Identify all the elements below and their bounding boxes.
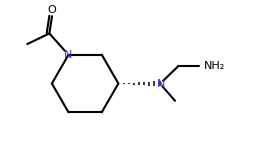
- Text: O: O: [48, 5, 56, 15]
- Text: N: N: [157, 78, 165, 88]
- Text: NH₂: NH₂: [203, 61, 225, 71]
- Text: N: N: [64, 50, 73, 60]
